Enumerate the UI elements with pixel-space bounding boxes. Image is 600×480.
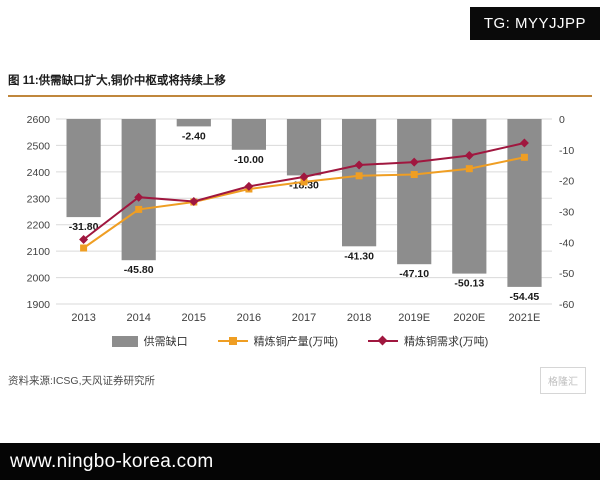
svg-text:2300: 2300 <box>27 193 51 205</box>
chart-legend: 供需缺口 精炼铜产量(万吨) 精炼铜需求(万吨) <box>8 333 592 349</box>
legend-item-production: 精炼铜产量(万吨) <box>217 333 338 349</box>
svg-text:-50.13: -50.13 <box>454 278 484 290</box>
legend-gap-label: 供需缺口 <box>143 336 188 348</box>
svg-text:-30: -30 <box>559 207 574 219</box>
svg-text:1900: 1900 <box>27 299 51 311</box>
source-row: 资料来源:ICSG,天风证券研究所 格隆汇 <box>8 367 592 394</box>
gelonghui-logo-watermark: 格隆汇 <box>540 367 586 394</box>
legend-item-demand: 精炼铜需求(万吨) <box>368 333 488 349</box>
svg-text:2500: 2500 <box>27 140 51 152</box>
svg-text:-54.45: -54.45 <box>510 291 540 303</box>
svg-text:2000: 2000 <box>27 273 51 285</box>
svg-text:2019E: 2019E <box>398 312 430 324</box>
legend-item-gap: 供需缺口 <box>111 333 188 349</box>
legend-production-label: 精炼铜产量(万吨) <box>253 336 338 348</box>
svg-text:-50: -50 <box>559 268 574 280</box>
footer-url: www.ningbo-korea.com <box>10 450 214 472</box>
demand-line-swatch-icon <box>368 335 398 346</box>
svg-text:2021E: 2021E <box>508 312 540 324</box>
figure-container: 图 11:供需缺口扩大,铜价中枢或将持续上移 1900 2000 2100 2200 2… <box>8 72 592 394</box>
source-text: 资料来源:ICSG,天风证券研究所 <box>8 375 156 387</box>
svg-text:-60: -60 <box>559 299 574 311</box>
svg-text:-2.40: -2.40 <box>182 130 206 142</box>
svg-text:2016: 2016 <box>237 312 261 324</box>
production-line-swatch-icon <box>217 337 248 345</box>
svg-text:-20: -20 <box>559 176 574 188</box>
figure-title: 图 11:供需缺口扩大,铜价中枢或将持续上移 <box>8 75 226 87</box>
svg-text:-10: -10 <box>559 145 574 157</box>
svg-text:2018: 2018 <box>347 312 371 324</box>
gap-bar-swatch-icon <box>111 335 138 347</box>
svg-text:-47.10: -47.10 <box>399 268 429 280</box>
svg-text:2100: 2100 <box>27 246 51 258</box>
svg-text:-31.80: -31.80 <box>69 221 99 233</box>
svg-text:-41.30: -41.30 <box>344 250 374 262</box>
svg-text:2400: 2400 <box>27 167 51 179</box>
footer-url-bar: www.ningbo-korea.com <box>0 443 600 480</box>
svg-text:0: 0 <box>559 114 565 126</box>
svg-text:2014: 2014 <box>126 312 150 324</box>
svg-text:2020E: 2020E <box>453 312 485 324</box>
svg-text:-45.80: -45.80 <box>124 264 154 276</box>
svg-text:2013: 2013 <box>71 312 95 324</box>
svg-text:2600: 2600 <box>27 114 51 126</box>
title-underline <box>8 95 592 97</box>
legend-demand-label: 精炼铜需求(万吨) <box>404 336 489 348</box>
svg-text:-40: -40 <box>559 237 574 249</box>
tg-badge: TG: MYYJJPP <box>469 7 600 40</box>
copper-supply-demand-chart: 1900 2000 2100 2200 2300 2400 2500 2600 0 -10 -20 -… <box>27 114 575 324</box>
svg-text:-10.00: -10.00 <box>234 154 264 166</box>
svg-text:2017: 2017 <box>292 312 316 324</box>
svg-text:2015: 2015 <box>182 312 206 324</box>
svg-text:2200: 2200 <box>27 220 51 232</box>
